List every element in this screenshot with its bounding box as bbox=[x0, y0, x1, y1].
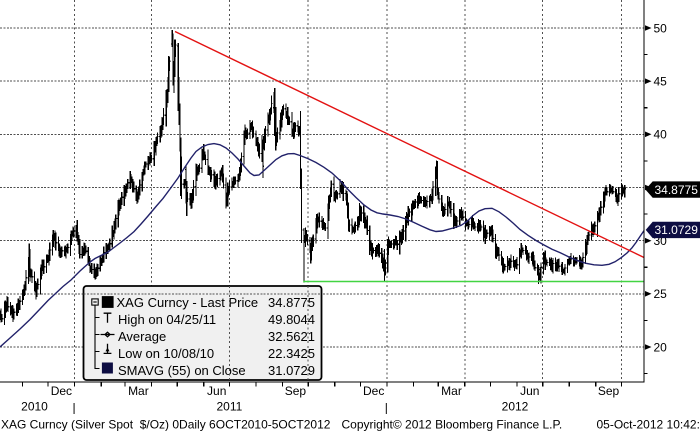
svg-text:Sep: Sep bbox=[285, 384, 307, 398]
svg-text:Dec: Dec bbox=[363, 384, 384, 398]
svg-text:|: | bbox=[385, 401, 388, 415]
svg-text:XAG Curncy - Last Price: XAG Curncy - Last Price bbox=[117, 295, 259, 310]
svg-text:Sep: Sep bbox=[598, 384, 620, 398]
svg-text:Dec: Dec bbox=[51, 384, 72, 398]
svg-text:50: 50 bbox=[654, 21, 668, 35]
svg-text:2012: 2012 bbox=[502, 399, 529, 413]
svg-text:25: 25 bbox=[654, 287, 668, 301]
svg-text:22.3425: 22.3425 bbox=[268, 346, 315, 361]
svg-text:32.5621: 32.5621 bbox=[268, 329, 315, 344]
svg-text:Low on 10/08/10: Low on 10/08/10 bbox=[118, 346, 214, 361]
svg-text:Mar: Mar bbox=[441, 384, 462, 398]
svg-text:40: 40 bbox=[654, 128, 668, 142]
svg-text:05-Oct-2012 10:42:52: 05-Oct-2012 10:42:52 bbox=[597, 418, 700, 432]
svg-text:XAG Curncy (Silver Spot $/Oz): XAG Curncy (Silver Spot $/Oz) 0Daily 6OC… bbox=[1, 418, 331, 432]
svg-text:Average: Average bbox=[118, 329, 166, 344]
svg-text:Jun: Jun bbox=[520, 384, 539, 398]
svg-text:49.8044: 49.8044 bbox=[268, 312, 315, 327]
svg-text:Jun: Jun bbox=[207, 384, 226, 398]
svg-text:45: 45 bbox=[654, 75, 668, 89]
svg-text:31.0729: 31.0729 bbox=[655, 223, 699, 237]
svg-text:20: 20 bbox=[654, 340, 668, 354]
svg-text:|: | bbox=[72, 401, 75, 415]
svg-text:34.8775: 34.8775 bbox=[655, 183, 699, 197]
svg-text:2010: 2010 bbox=[21, 399, 48, 413]
svg-text:SMAVG (55) on Close: SMAVG (55) on Close bbox=[118, 363, 246, 378]
svg-text:Copyright© 2012 Bloomberg Fina: Copyright© 2012 Bloomberg Finance L.P. bbox=[342, 418, 563, 432]
svg-text:31.0729: 31.0729 bbox=[268, 363, 315, 378]
svg-text:High on 04/25/11: High on 04/25/11 bbox=[118, 312, 216, 327]
svg-text:Mar: Mar bbox=[128, 384, 149, 398]
svg-text:2011: 2011 bbox=[216, 399, 242, 413]
svg-text:34.8775: 34.8775 bbox=[268, 295, 315, 310]
